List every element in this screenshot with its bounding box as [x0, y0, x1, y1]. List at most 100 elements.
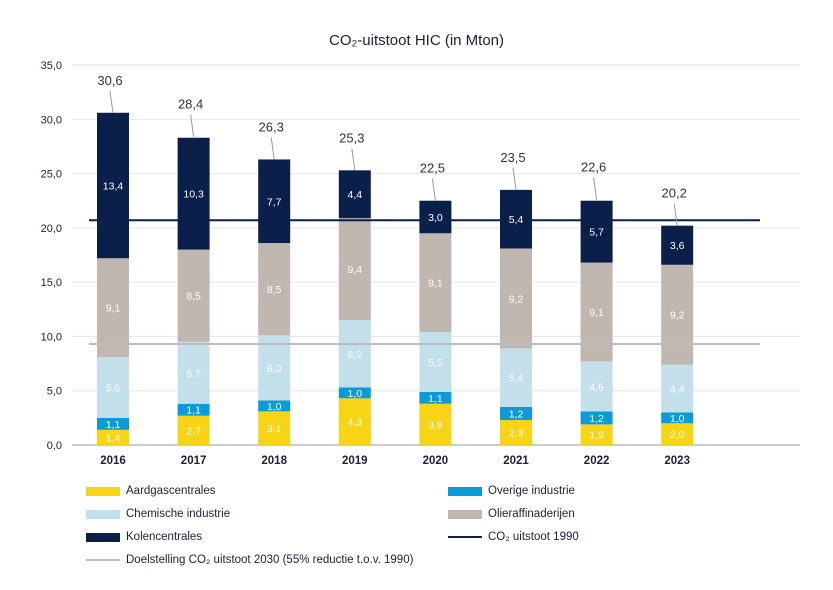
chart-area: 0,05,010,015,020,025,030,035,0 1,41,15,6… — [41, 60, 800, 467]
total-leader-line — [109, 90, 114, 113]
bar-segment — [258, 243, 291, 336]
legend-item-olieraffinaderijen: Olieraffinaderijen — [448, 508, 575, 520]
data-label: 1,0 — [670, 413, 685, 425]
legend-label: CO₂ uitstoot 1990 — [488, 531, 579, 543]
data-label: 10,3 — [183, 189, 204, 201]
bar-segment — [419, 200, 452, 234]
x-tick-label: 2021 — [503, 455, 529, 467]
y-tick-label: 30,0 — [41, 114, 62, 126]
bar-segment — [580, 200, 613, 263]
bar-segment — [580, 424, 613, 445]
legend-item-chemische-industrie: Chemische industrie — [86, 508, 230, 520]
bar-segment — [97, 417, 129, 430]
total-label: 22,6 — [581, 160, 606, 175]
data-label: 9,1 — [428, 278, 443, 290]
bar-segment — [419, 403, 452, 445]
total-leader-line — [270, 137, 275, 160]
total-label: 20,2 — [662, 186, 687, 201]
data-label: 2,0 — [670, 429, 685, 441]
data-label: 13,4 — [103, 181, 124, 193]
data-label: 8,5 — [267, 284, 282, 296]
data-label: 5,5 — [428, 357, 443, 369]
bar-segment — [258, 411, 291, 445]
y-tick-label: 15,0 — [41, 277, 62, 289]
data-label: 3,8 — [428, 419, 443, 431]
bar-segment — [338, 387, 371, 399]
total-leader-line — [351, 148, 356, 171]
x-tick-label: 2022 — [584, 455, 610, 467]
y-tick-label: 5,0 — [47, 386, 62, 398]
x-tick-label: 2016 — [100, 455, 126, 467]
total-label: 30,6 — [97, 73, 122, 88]
bar-segment — [500, 248, 532, 349]
data-label: 4,6 — [589, 381, 604, 393]
bar-segment — [580, 411, 613, 425]
legend-item-doelstelling-2030: Doelstelling CO₂ uitstoot 2030 (55% redu… — [86, 554, 413, 566]
x-tick-label: 2017 — [181, 455, 207, 467]
bar-segment — [97, 357, 129, 418]
y-tick-label: 20,0 — [41, 223, 62, 235]
legend-swatch — [86, 532, 120, 542]
bars — [97, 112, 694, 445]
legend-swatch — [448, 509, 482, 519]
y-tick-label: 35,0 — [41, 60, 62, 72]
bar-segment — [97, 429, 129, 445]
data-label: 5,7 — [589, 227, 604, 239]
bar-segment — [177, 415, 210, 445]
y-tick-label: 0,0 — [47, 440, 62, 452]
bar-segment — [338, 398, 371, 445]
bar-segment — [338, 170, 371, 219]
data-label: 1,9 — [589, 430, 604, 442]
legend-label: Kolencentrales — [126, 531, 203, 543]
data-label: 3,1 — [267, 423, 282, 435]
bar-segment — [500, 420, 532, 445]
total-leader-line — [190, 114, 195, 137]
data-label: 9,4 — [347, 264, 362, 276]
data-label: 4,3 — [347, 417, 362, 429]
y-axis-ticks: 0,0 5,0 10,0 15,0 20,0 25,0 30,0 35,0 — [41, 60, 62, 452]
total-leader-line — [512, 167, 517, 190]
data-label: 6,0 — [267, 363, 282, 375]
legend-label: Chemische industrie — [126, 508, 231, 520]
legend-line — [86, 559, 120, 561]
bar-segment — [338, 320, 371, 388]
data-label: 5,7 — [186, 368, 201, 380]
data-label: 1,2 — [509, 409, 524, 421]
x-tick-label: 2018 — [261, 455, 287, 467]
bar-segment — [258, 335, 291, 401]
legend-label: Aardgascentrales — [126, 485, 216, 497]
legend-label: Doelstelling CO₂ uitstoot 2030 (55% redu… — [126, 554, 414, 566]
legend-swatch — [448, 486, 482, 496]
legend-item-aardgascentrales: Aardgascentrales — [86, 485, 216, 497]
legend-label: Overige industrie — [488, 485, 575, 497]
bar-segment — [258, 400, 291, 412]
data-label: 1,1 — [106, 419, 121, 431]
legend-swatch — [86, 486, 120, 496]
chart-title: CO₂-uitstoot HIC (in Mton) — [328, 32, 505, 49]
data-label: 3,6 — [670, 240, 685, 252]
total-leader-line — [593, 177, 598, 200]
data-labels: 1,41,15,69,113,430,62,71,15,78,510,328,4… — [97, 73, 687, 445]
data-label: 1,1 — [428, 393, 443, 405]
x-axis-ticks: 2016 2017 2018 2019 2020 2021 2022 2023 — [100, 455, 690, 467]
bar-segment — [177, 403, 210, 416]
bar-segment — [580, 361, 613, 412]
bar-segment — [500, 189, 532, 249]
data-label: 4,4 — [670, 384, 685, 396]
data-label: 5,4 — [509, 373, 524, 385]
y-tick-label: 10,0 — [41, 331, 62, 343]
legend-item-co2-1990: CO₂ uitstoot 1990 — [448, 531, 579, 543]
data-label: 9,2 — [509, 293, 524, 305]
total-label: 28,4 — [178, 97, 203, 112]
bar-segment — [258, 159, 291, 244]
bar-segment — [661, 225, 694, 265]
data-label: 2,3 — [509, 428, 524, 440]
data-label: 4,4 — [347, 189, 362, 201]
data-label: 6,2 — [347, 349, 362, 361]
bar-segment — [177, 249, 210, 342]
bar-segment — [419, 332, 452, 392]
legend: Aardgascentrales Overige industrie Chemi… — [86, 482, 726, 582]
bar-segment — [338, 218, 371, 321]
bar-segment — [661, 412, 694, 424]
data-label: 7,7 — [267, 196, 282, 208]
